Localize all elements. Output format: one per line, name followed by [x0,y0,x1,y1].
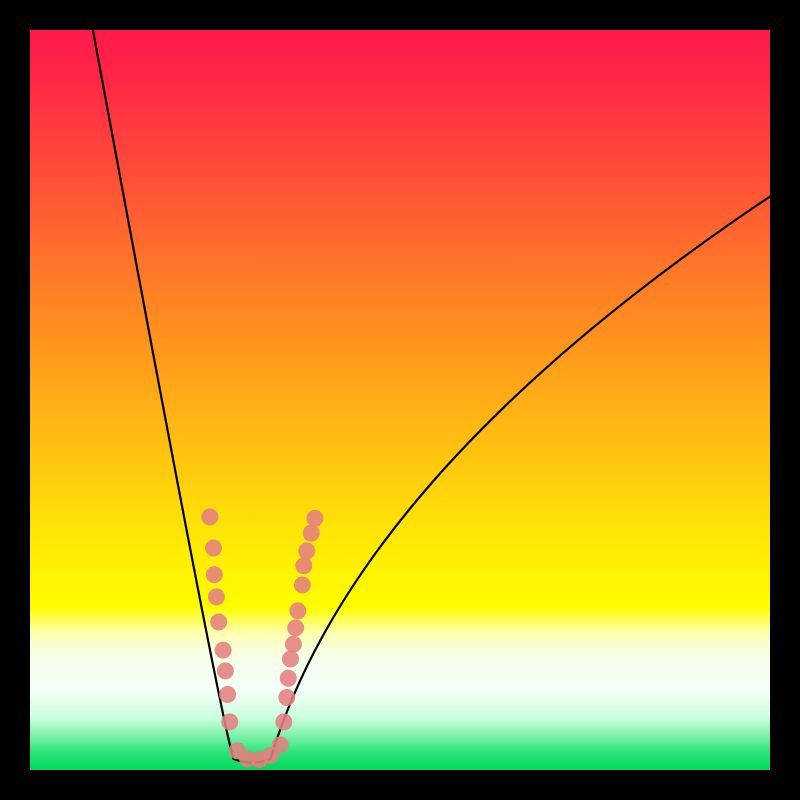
data-marker [210,614,227,631]
data-marker [208,588,225,605]
data-marker [221,713,238,730]
data-marker [285,636,302,653]
data-marker [303,525,320,542]
chart-svg [0,0,800,800]
data-marker [278,689,295,706]
data-marker [219,686,236,703]
data-marker [289,602,306,619]
data-marker [205,540,222,557]
data-marker [215,642,232,659]
heat-gradient-background [30,30,770,770]
data-marker [272,736,289,753]
data-marker [206,566,223,583]
data-marker [295,557,312,574]
chart-container: TheBottleneck.com [0,0,800,800]
data-marker [287,619,304,636]
data-marker [275,713,292,730]
data-marker [306,510,323,527]
data-marker [280,670,297,687]
data-marker [298,542,315,559]
data-marker [201,508,218,525]
data-marker [282,651,299,668]
data-marker [217,662,234,679]
data-marker [294,577,311,594]
